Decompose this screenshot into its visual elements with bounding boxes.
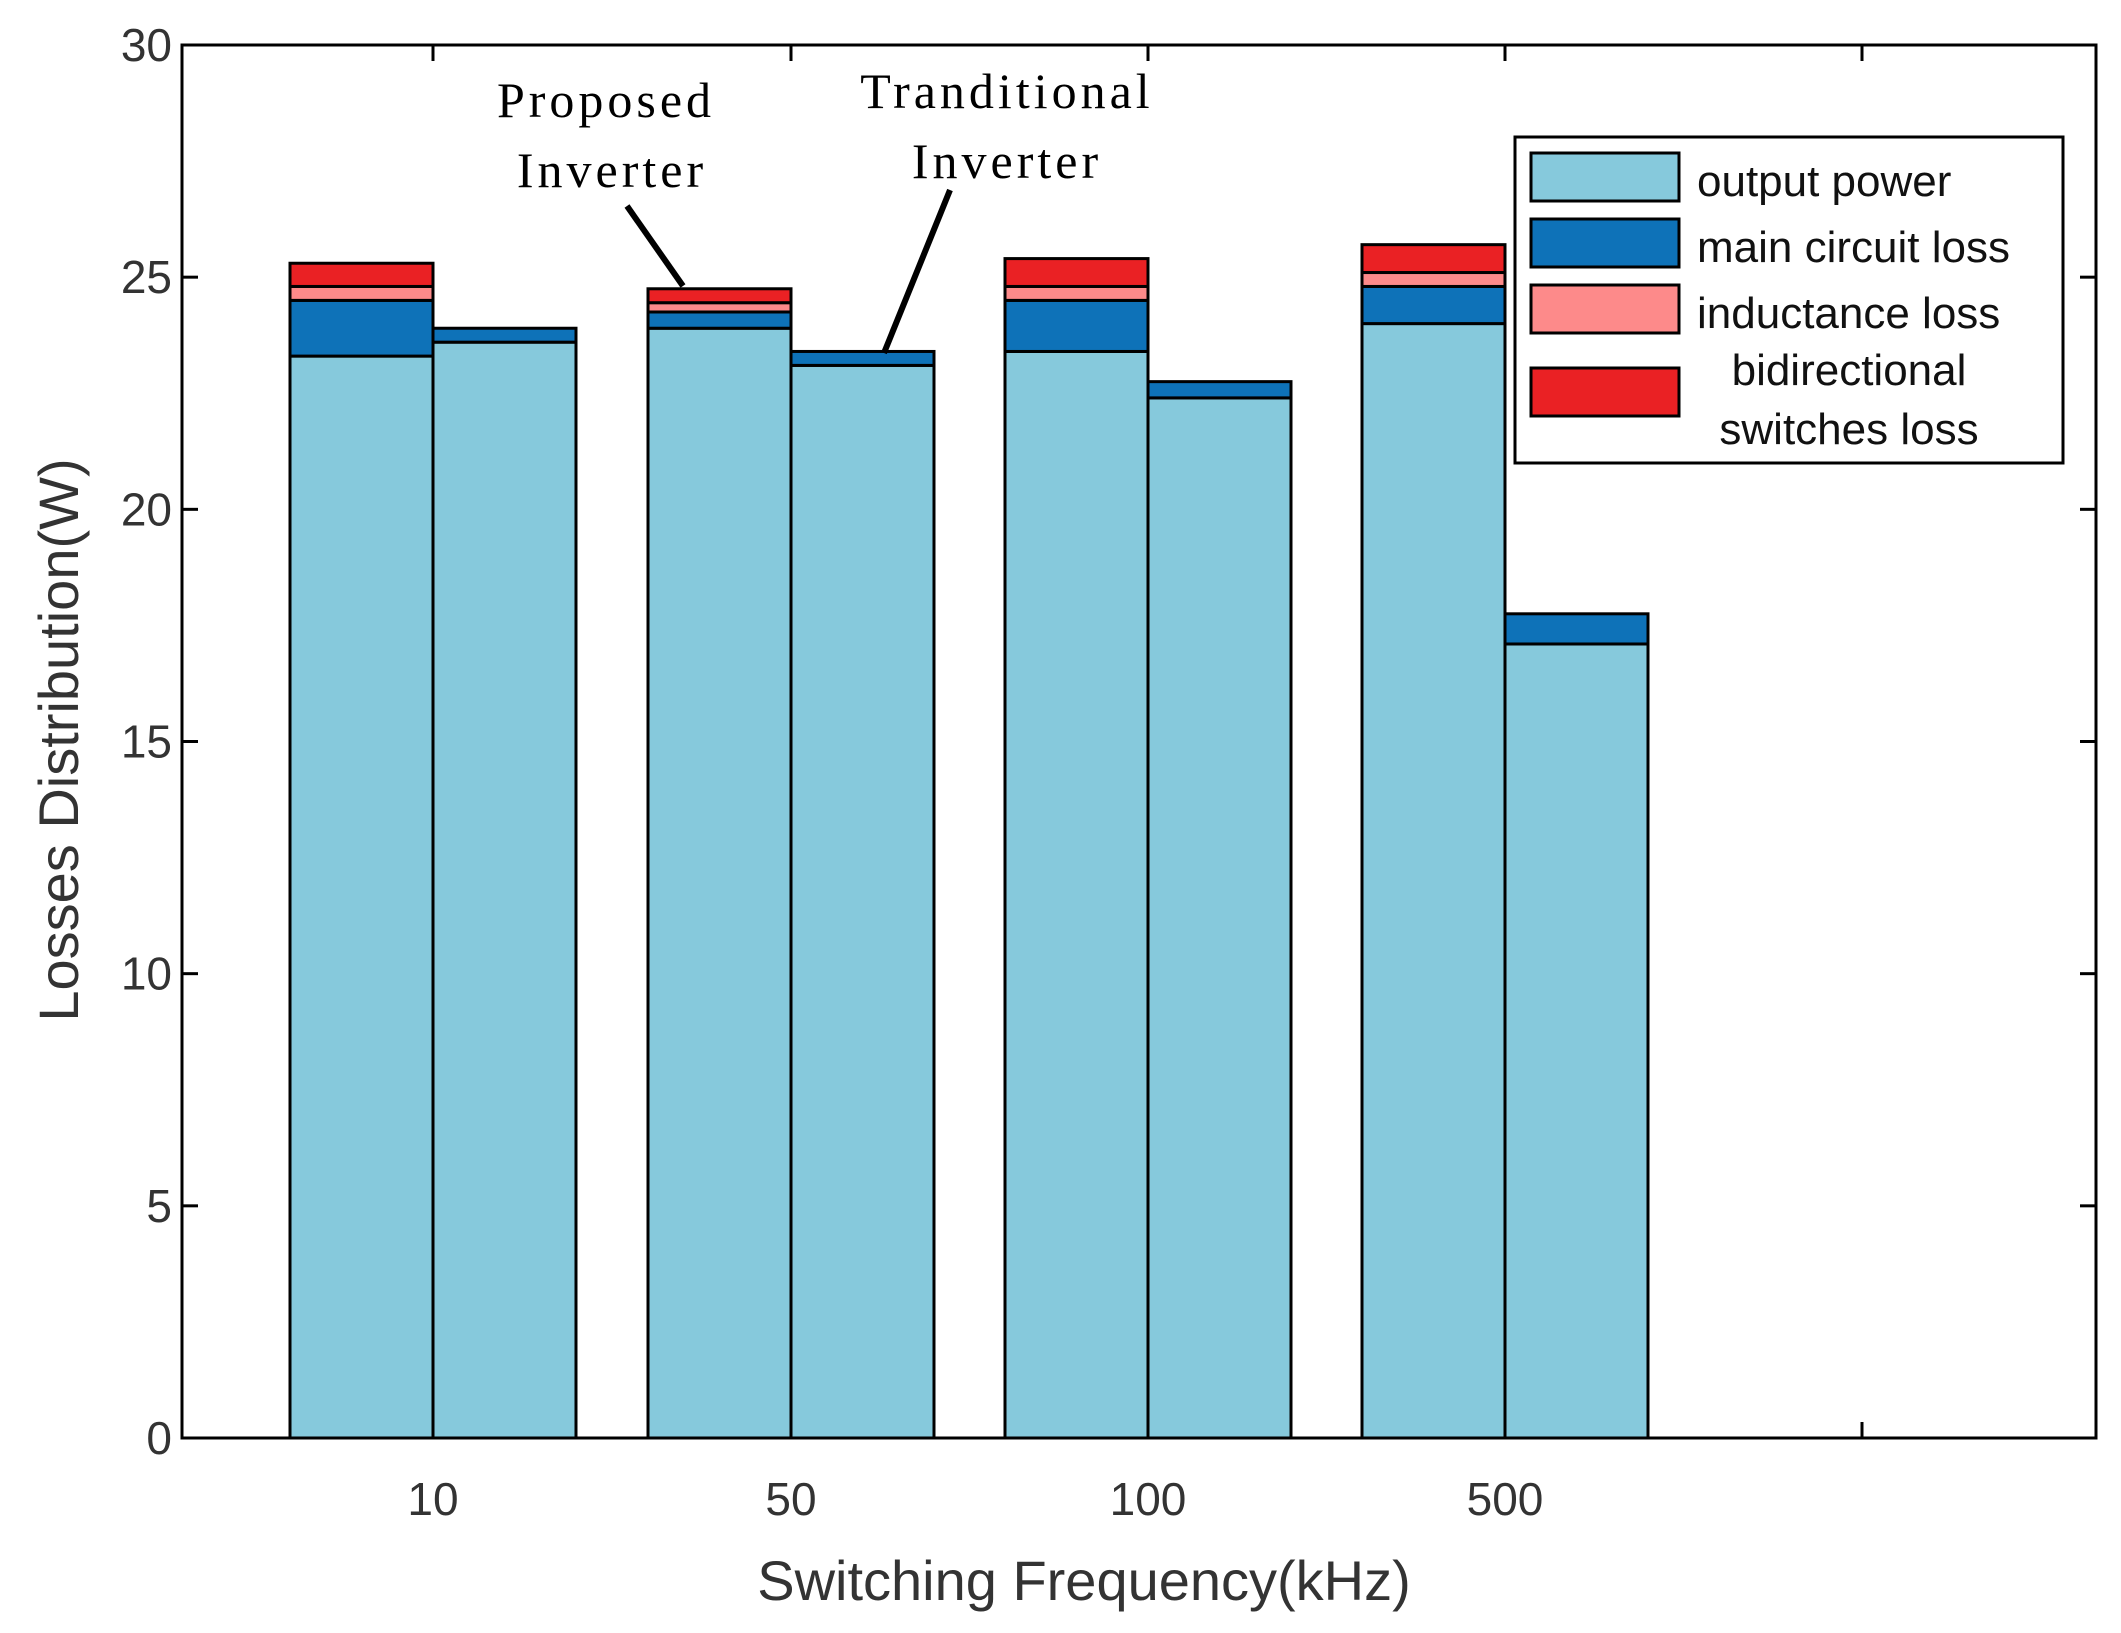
bar-traditional-500khz-output-power (1503, 642, 1650, 1440)
legend-label-main-circuit-loss: main circuit loss (1697, 223, 2010, 272)
bar-traditional-10khz-output-power (431, 340, 578, 1440)
x-tick-label-10: 10 (407, 1473, 458, 1525)
bar-traditional-50khz-main-circuit-loss (789, 349, 936, 367)
legend-label-switches-loss: switches loss (1719, 405, 1978, 454)
bar-proposed-500khz-output-power (1360, 322, 1507, 1440)
x-tick-label-50: 50 (765, 1473, 816, 1525)
bar-proposed-50khz-main-circuit-loss (646, 310, 793, 330)
y-tick-label-15: 15 (121, 716, 172, 768)
y-tick-label-20: 20 (121, 483, 172, 535)
legend-swatch-main-circuit-loss (1529, 217, 1681, 269)
bar-proposed-50khz-bidirectional-switches-loss (646, 287, 793, 305)
annotation-traditional-line1: Tranditional (860, 63, 1153, 119)
annotation-traditional-line2: Inverter (912, 133, 1102, 189)
y-tick-label-10: 10 (121, 948, 172, 1000)
bar-traditional-50khz-output-power (789, 363, 936, 1440)
bar-proposed-500khz-main-circuit-loss (1360, 284, 1507, 326)
bar-proposed-10khz-bidirectional-switches-loss (288, 261, 435, 288)
bar-marks (288, 243, 1650, 1440)
legend-label-output-power: output power (1697, 157, 1951, 206)
bar-proposed-10khz-inductance-loss (288, 284, 435, 302)
annotation-proposed: Proposed Inverter (497, 72, 715, 288)
bar-traditional-100khz-main-circuit-loss (1146, 380, 1293, 400)
y-axis-ticks: 0 5 10 15 20 25 30 (121, 19, 2096, 1464)
bar-proposed-100khz-inductance-loss (1003, 284, 1150, 302)
bar-proposed-10khz-output-power (288, 354, 435, 1440)
bar-proposed-50khz-output-power (646, 326, 793, 1440)
annotation-proposed-arrow (624, 204, 686, 288)
bar-traditional-500khz-main-circuit-loss (1503, 612, 1650, 646)
y-tick-label-5: 5 (146, 1180, 172, 1232)
y-tick-label-25: 25 (121, 251, 172, 303)
bar-proposed-500khz-inductance-loss (1360, 271, 1507, 288)
bar-proposed-10khz-main-circuit-loss (288, 298, 435, 358)
annotation-traditional: Tranditional Inverter (860, 63, 1153, 355)
y-tick-label-30: 30 (121, 19, 172, 71)
bar-traditional-10khz-main-circuit-loss (431, 326, 578, 344)
bar-traditional-100khz-output-power (1146, 396, 1293, 1440)
y-axis-title: Losses Distribution(W) (27, 458, 90, 1021)
annotation-traditional-arrow (881, 188, 953, 355)
annotation-proposed-line2: Inverter (517, 142, 707, 198)
legend-swatch-inductance-loss (1529, 283, 1681, 335)
y-tick-label-0: 0 (146, 1412, 172, 1464)
legend-swatch-output-power (1529, 151, 1681, 203)
bar-proposed-100khz-bidirectional-switches-loss (1003, 257, 1150, 288)
legend-label-bidirectional: bidirectional (1732, 346, 1967, 395)
annotation-proposed-line1: Proposed (497, 72, 715, 128)
x-axis-ticks: 10 50 100 500 (407, 45, 1864, 1525)
bar-proposed-500khz-bidirectional-switches-loss (1360, 243, 1507, 275)
legend-swatch-bidirectional-switches-loss (1529, 366, 1681, 418)
legend: output power main circuit loss inductanc… (1513, 135, 2065, 465)
x-tick-label-500: 500 (1467, 1473, 1544, 1525)
x-axis-title: Switching Frequency(kHz) (757, 1549, 1411, 1612)
legend-label-inductance-loss: inductance loss (1697, 289, 2000, 338)
x-tick-label-100: 100 (1110, 1473, 1187, 1525)
bar-proposed-100khz-main-circuit-loss (1003, 298, 1150, 353)
bar-proposed-100khz-output-power (1003, 349, 1150, 1440)
